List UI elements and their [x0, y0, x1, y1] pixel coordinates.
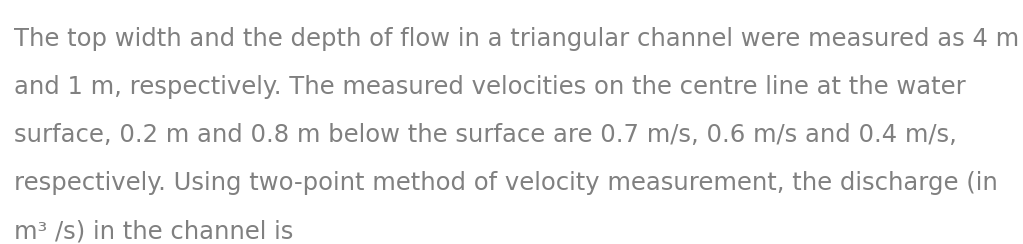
Text: respectively. Using two-point method of velocity measurement, the discharge (in: respectively. Using two-point method of … [14, 171, 998, 195]
Text: surface, 0.2 m and 0.8 m below the surface are 0.7 m/s, 0.6 m/s and 0.4 m/s,: surface, 0.2 m and 0.8 m below the surfa… [14, 123, 958, 147]
Text: m³ /s) in the channel is: m³ /s) in the channel is [14, 219, 294, 243]
Text: The top width and the depth of flow in a triangular channel were measured as 4 m: The top width and the depth of flow in a… [14, 27, 1020, 51]
Text: and 1 m, respectively. The measured velocities on the centre line at the water: and 1 m, respectively. The measured velo… [14, 75, 966, 99]
